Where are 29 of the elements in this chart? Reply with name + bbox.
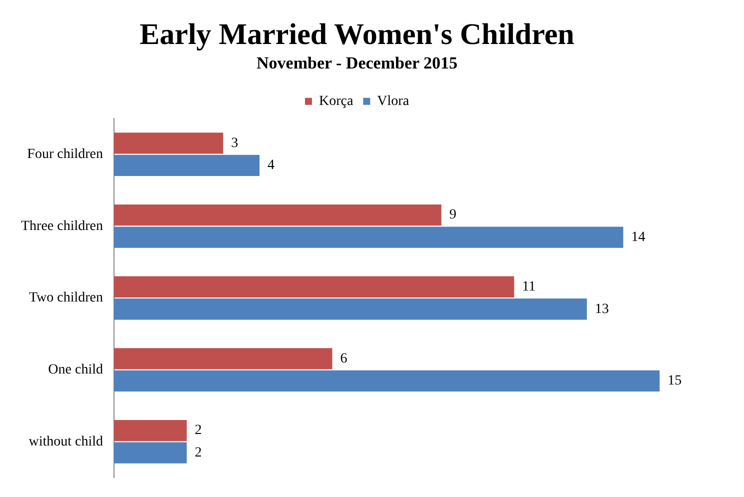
data-label: 11	[522, 280, 536, 295]
data-label: 2	[194, 445, 202, 460]
chart-subtitle: November - December 2015	[256, 54, 458, 73]
y-tick-label: Two children	[28, 290, 104, 306]
y-tick-label: One child	[48, 362, 104, 378]
bar	[114, 420, 187, 442]
data-label: 2	[194, 423, 202, 438]
data-label: 4	[268, 158, 275, 174]
y-tick-label: Four children	[27, 146, 104, 162]
bar	[114, 204, 442, 226]
bar	[114, 348, 332, 370]
bar	[114, 154, 260, 176]
data-label: 3	[231, 136, 238, 151]
bar	[114, 370, 660, 392]
data-label: 6	[340, 351, 348, 366]
data-label: 15	[668, 374, 682, 389]
bar	[114, 226, 624, 248]
legend-label: Korça	[318, 94, 354, 110]
chart-title: Early Married Women's Children	[140, 18, 575, 51]
data-label: 13	[594, 302, 609, 317]
y-tick-label: without child	[28, 434, 104, 450]
bar	[114, 442, 187, 464]
data-label: 9	[449, 208, 456, 223]
legend-label: Vlora	[377, 94, 410, 110]
bar	[114, 132, 224, 154]
data-label: 14	[631, 230, 646, 245]
y-tick-label: Three children	[20, 218, 104, 234]
bar	[114, 298, 587, 320]
bar	[114, 276, 514, 298]
